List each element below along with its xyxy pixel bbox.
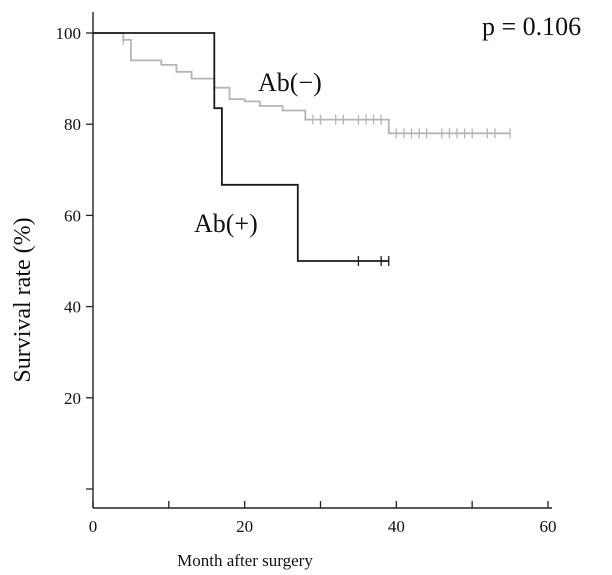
x-tick-label: 20 [236, 517, 253, 536]
y-tick-label: 100 [56, 24, 82, 43]
survival-curve-ab-negative [93, 32, 511, 135]
series-ab-negative [93, 32, 511, 139]
survival-curve-ab-positive [93, 32, 389, 262]
p-value-label: p = 0.106 [482, 12, 581, 41]
y-tick-label: 20 [64, 389, 81, 408]
ab-positive-label: Ab(+) [194, 209, 258, 238]
x-tick-label: 60 [540, 517, 557, 536]
y-tick-label: 40 [64, 298, 81, 317]
x-tick-label: 40 [388, 517, 405, 536]
series-ab-positive [93, 32, 390, 266]
axes: 20 40 60 80 100 0 20 40 60 [56, 12, 557, 536]
y-axis-title: Survival rate (%) [10, 217, 36, 382]
ab-negative-label: Ab(−) [258, 68, 322, 97]
series-layer [93, 32, 511, 266]
y-tick-label: 60 [64, 206, 81, 225]
x-axis-title: Month after surgery [177, 551, 313, 570]
x-tick-label: 0 [89, 517, 98, 536]
y-tick-label: 80 [64, 115, 81, 134]
